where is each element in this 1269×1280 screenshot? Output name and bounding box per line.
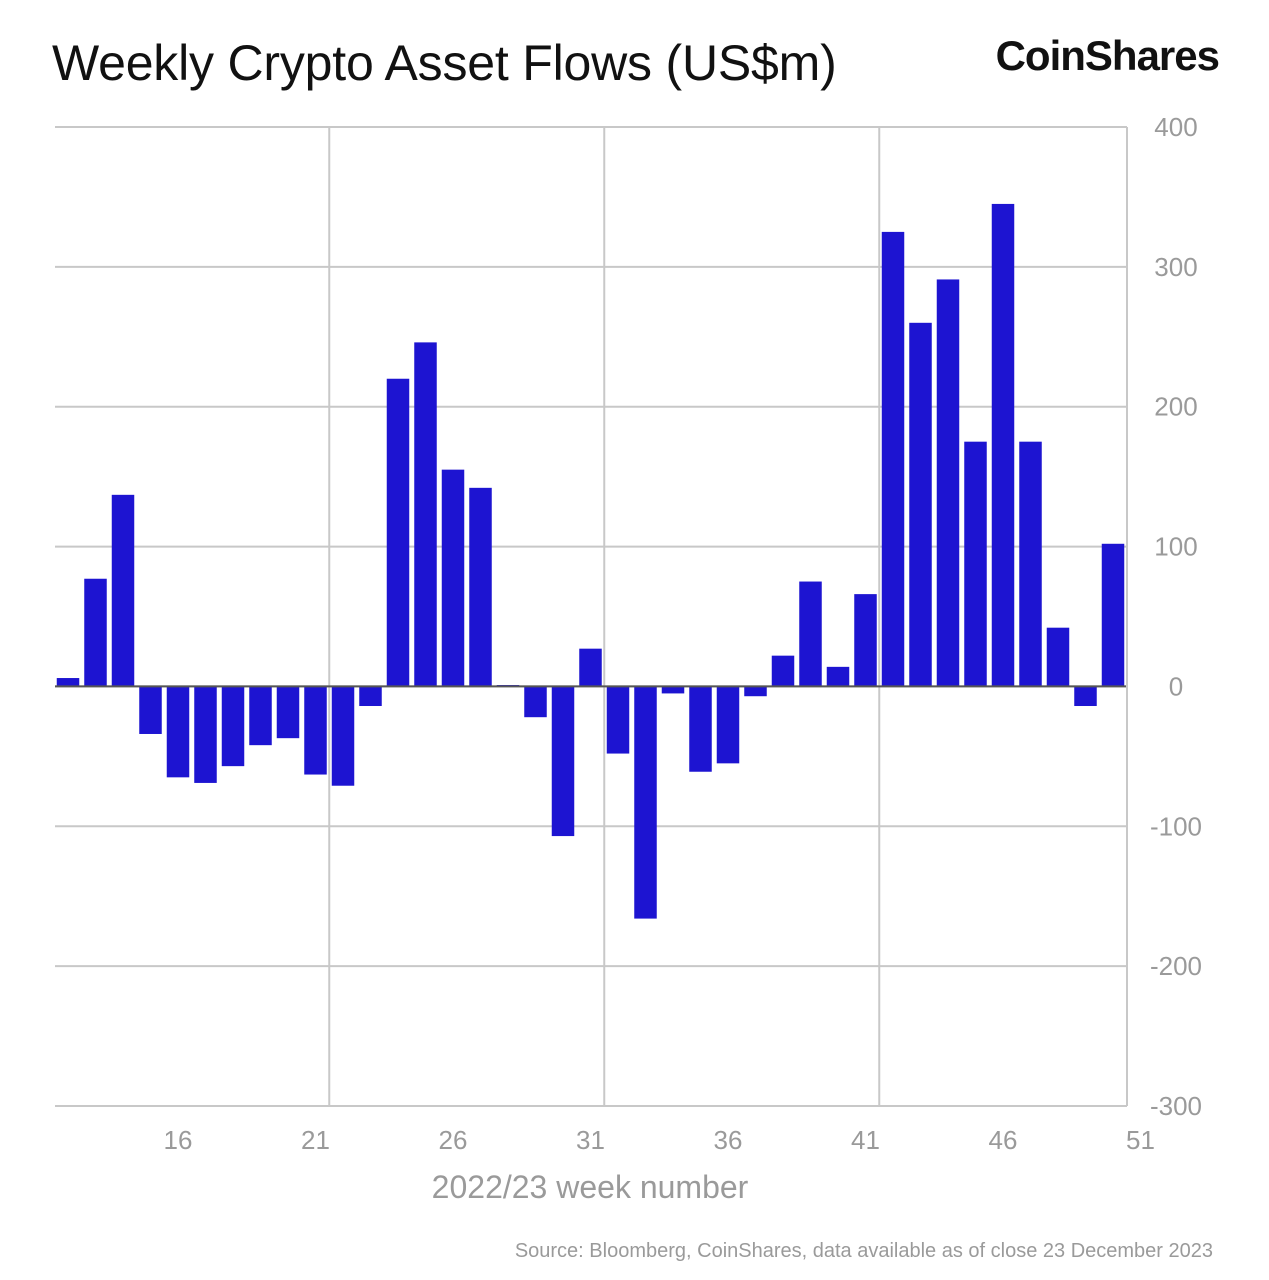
bar-week-46 bbox=[991, 203, 1015, 687]
bar-week-19 bbox=[249, 686, 272, 746]
bar-week-47 bbox=[1019, 441, 1042, 687]
bar-week-27 bbox=[469, 487, 492, 687]
bar-week-50 bbox=[1101, 543, 1125, 687]
bar-week-40 bbox=[826, 666, 850, 687]
x-tick-21: 21 bbox=[301, 1125, 330, 1155]
bar-week-33 bbox=[634, 686, 657, 919]
bar-week-26 bbox=[441, 469, 465, 687]
bar-week-13 bbox=[84, 578, 107, 687]
bar-week-12 bbox=[56, 678, 80, 687]
bar-week-15 bbox=[139, 686, 162, 734]
y-tick--300: -300 bbox=[1150, 1091, 1202, 1121]
bar-week-17 bbox=[194, 686, 217, 783]
bar-week-49 bbox=[1074, 686, 1097, 707]
y-tick-0: 0 bbox=[1169, 671, 1183, 701]
bar-week-24 bbox=[386, 378, 410, 687]
y-tick-100: 100 bbox=[1154, 532, 1197, 562]
bar-week-41 bbox=[854, 594, 877, 687]
y-tick-labels: 400 300 200 100 0 -100 -200 -300 bbox=[1150, 112, 1202, 1121]
bar-week-39 bbox=[799, 581, 822, 687]
x-tick-36: 36 bbox=[714, 1125, 743, 1155]
bar-week-21 bbox=[304, 686, 327, 775]
x-tick-16: 16 bbox=[164, 1125, 193, 1155]
y-tick-300: 300 bbox=[1154, 252, 1197, 282]
axis-lines bbox=[55, 127, 1128, 1106]
bar-week-42 bbox=[881, 231, 905, 687]
bar-week-30 bbox=[551, 686, 575, 837]
y-tick--100: -100 bbox=[1150, 811, 1202, 841]
bar-week-23 bbox=[359, 686, 382, 707]
bar-week-14 bbox=[111, 494, 135, 687]
bar-week-48 bbox=[1046, 627, 1070, 687]
bar-week-36 bbox=[716, 686, 740, 764]
x-tick-26: 26 bbox=[439, 1125, 468, 1155]
x-tick-51: 51 bbox=[1126, 1125, 1155, 1155]
y-tick-200: 200 bbox=[1154, 392, 1197, 422]
bar-week-31 bbox=[579, 648, 602, 687]
bar-week-34 bbox=[661, 686, 685, 694]
chart-title: Weekly Crypto Asset Flows (US$m) bbox=[52, 35, 837, 91]
bar-week-18 bbox=[221, 686, 245, 767]
bar-week-16 bbox=[166, 686, 190, 778]
brand-logo: CoinShares bbox=[995, 32, 1220, 79]
bar-week-37 bbox=[744, 686, 767, 697]
x-tick-46: 46 bbox=[989, 1125, 1018, 1155]
source-note: Source: Bloomberg, CoinShares, data avai… bbox=[515, 1240, 1213, 1262]
x-axis-label: 2022/23 week number bbox=[432, 1169, 749, 1205]
bar-week-38 bbox=[771, 655, 795, 687]
y-tick--200: -200 bbox=[1150, 951, 1202, 981]
y-tick-400: 400 bbox=[1154, 112, 1197, 142]
x-tick-31: 31 bbox=[576, 1125, 605, 1155]
bar-week-43 bbox=[909, 322, 932, 687]
bars bbox=[56, 203, 1125, 919]
bar-week-20 bbox=[276, 686, 300, 739]
bar-week-35 bbox=[689, 686, 712, 772]
x-tick-41: 41 bbox=[851, 1125, 880, 1155]
bar-week-44 bbox=[936, 279, 960, 687]
bar-week-25 bbox=[414, 342, 437, 687]
x-tick-labels: 16 21 26 31 36 41 46 51 bbox=[164, 1125, 1155, 1155]
bar-week-45 bbox=[964, 441, 987, 687]
bar-week-29 bbox=[524, 686, 547, 718]
bar-week-22 bbox=[331, 686, 355, 786]
bar-week-32 bbox=[606, 686, 630, 754]
